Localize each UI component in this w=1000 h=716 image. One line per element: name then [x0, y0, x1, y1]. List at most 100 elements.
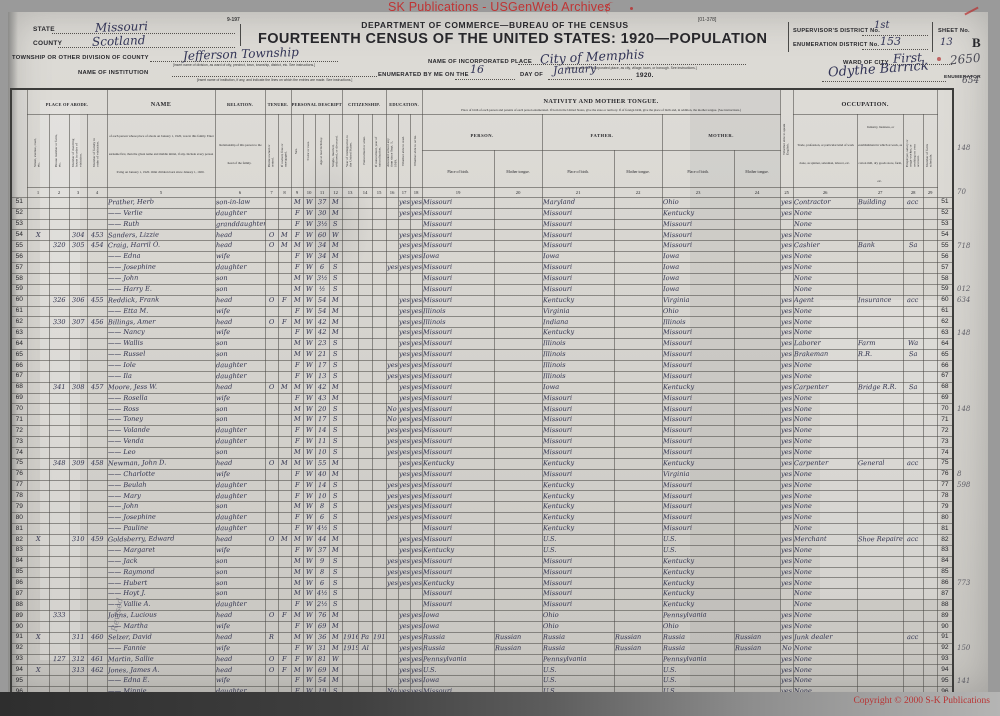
cell-wr-value: yes	[410, 393, 422, 402]
group-nativity: NATIVITY AND MOTHER TONGUE. Place of birt…	[421, 88, 781, 115]
cell-name-value: —— Ila	[107, 371, 132, 381]
cell-name-value: —— Etta M.	[107, 306, 148, 316]
cell-mg	[277, 523, 292, 535]
cell-rel-value: son	[215, 502, 228, 511]
cell-ms: S	[328, 338, 343, 351]
cell-mb: Illinois	[661, 316, 735, 329]
cell-na	[357, 425, 373, 438]
cell-mb-value: U.S.	[662, 534, 677, 544]
cell-dw	[68, 305, 88, 318]
cell-rd-value: yes	[398, 480, 410, 489]
cell-ms-value: S	[333, 371, 338, 380]
cell-wr-value: yes	[410, 556, 422, 565]
cell-sx-value: M	[293, 382, 301, 391]
cell-sc	[385, 457, 399, 470]
cell-st	[26, 599, 50, 612]
cell-ft	[613, 240, 663, 253]
cell-en-value: yes	[781, 621, 793, 631]
cell-ft-value: Russian	[614, 643, 641, 653]
cell-fs	[922, 468, 938, 481]
col-speak-english-label: Whether able to speak English.	[781, 123, 790, 155]
cell-em-value: acc	[907, 534, 919, 544]
cell-em	[902, 479, 924, 492]
cell-sx-value: M	[293, 241, 301, 250]
cell-pb: Kentucky	[421, 577, 495, 590]
cell-rd: yes	[397, 566, 411, 579]
line-number-right-value: 74	[941, 448, 949, 456]
line-number-right: 76	[936, 468, 954, 481]
cell-age-value: 3½	[316, 219, 328, 228]
cell-ms-value: M	[332, 665, 340, 674]
cell-mg	[277, 446, 292, 459]
cell-mg	[277, 414, 292, 427]
cell-pb: Missouri	[421, 490, 495, 503]
line-number-left-value: 79	[15, 502, 23, 510]
line-number-right: 77	[936, 479, 954, 492]
line-number-left-value: 61	[15, 307, 23, 315]
cell-rel: son	[214, 501, 266, 514]
cell-ft	[613, 446, 663, 459]
cell-st	[26, 577, 50, 590]
cell-ms: S	[328, 349, 343, 361]
cell-pt	[493, 479, 543, 492]
cell-en-value: yes	[781, 534, 793, 544]
cell-ms-value: M	[332, 469, 340, 478]
cell-fs	[922, 533, 938, 546]
cell-sx: F	[290, 218, 304, 231]
cell-ft-value: Russian	[614, 632, 641, 642]
cell-oc-value: None	[793, 676, 812, 685]
cell-rel-value: wife	[215, 328, 230, 337]
line-number-left: 78	[10, 490, 28, 503]
cell-ms: M	[328, 294, 343, 307]
cell-rd-value: yes	[398, 676, 410, 685]
cell-oc: None	[792, 577, 858, 590]
cell-fb-value: Kentucky	[542, 513, 574, 522]
cell-mb-value: Missouri	[662, 415, 692, 424]
cell-st	[26, 359, 50, 372]
cell-oc: None	[792, 316, 858, 329]
cell-mb-value: Missouri	[662, 523, 692, 533]
cell-pt	[493, 381, 543, 394]
line-number-right: 61	[936, 305, 954, 318]
cell-cl-value: W	[305, 339, 313, 348]
cell-oc: Agent	[792, 294, 858, 307]
cell-mt	[733, 523, 781, 535]
cell-sx: M	[290, 555, 304, 568]
cell-name: —— Venda	[106, 436, 216, 448]
enumerated-year: 1920.	[636, 72, 654, 79]
cell-name: —— Charlotte	[106, 468, 216, 481]
cell-na	[357, 555, 373, 568]
cell-im	[341, 240, 359, 253]
cell-mt	[733, 359, 781, 372]
cell-en-value: yes	[781, 654, 793, 663]
cell-mt	[733, 533, 781, 546]
cell-dw: 306	[68, 294, 88, 307]
cell-pt	[493, 533, 543, 546]
cell-hm: R	[264, 631, 279, 644]
line-number-left-value: 69	[15, 394, 23, 402]
cell-cl-value: W	[305, 643, 313, 652]
line-number-left-value: 51	[15, 198, 23, 206]
cell-rd: yes	[397, 457, 411, 470]
cell-ms: S	[328, 425, 343, 438]
sheet-value: 13	[940, 37, 953, 48]
cell-rel: wife	[214, 327, 266, 340]
cell-pt	[493, 468, 543, 481]
cell-name-value: —— Edna E.	[107, 676, 150, 685]
cell-hn	[48, 425, 70, 438]
cell-age-value: 14	[317, 426, 327, 435]
cell-ms-value: M	[332, 632, 340, 641]
cell-ms: S	[328, 283, 343, 296]
cell-fm-value: 455	[90, 295, 104, 304]
line-number-right-value: 71	[941, 415, 949, 423]
cell-ind	[856, 327, 904, 340]
cell-cl-value: W	[305, 252, 313, 261]
cell-sx-value: M	[293, 611, 301, 620]
cell-sx-value: M	[293, 556, 301, 565]
col-sex: Sex.	[290, 113, 304, 188]
cell-fm	[86, 468, 108, 481]
enumeration-underline	[862, 49, 928, 50]
col-marital-status: Single, married, widowed, or divorced.	[328, 113, 343, 188]
